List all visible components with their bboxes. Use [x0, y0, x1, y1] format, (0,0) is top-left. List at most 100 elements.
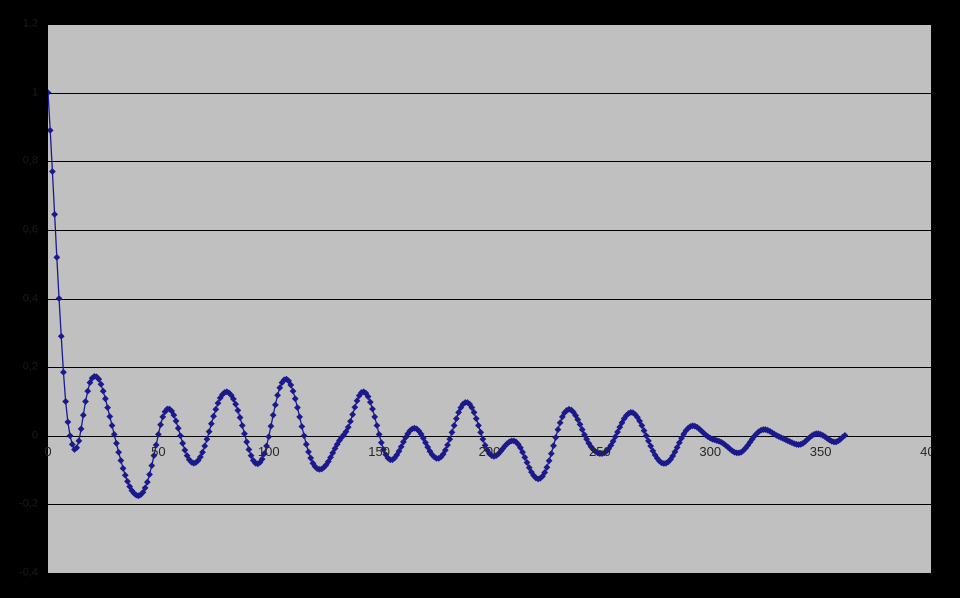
data-point-marker — [152, 441, 160, 449]
data-point-marker — [640, 427, 648, 434]
y-tick-label: -0,4 — [19, 566, 38, 579]
data-point-marker — [60, 368, 67, 376]
data-point-marker — [424, 443, 432, 451]
data-point-marker — [150, 452, 158, 460]
data-point-marker — [62, 398, 70, 405]
data-point-marker — [642, 432, 650, 440]
data-point-marker — [170, 411, 178, 419]
data-point-marker — [84, 387, 92, 395]
data-point-marker — [48, 126, 54, 134]
data-point-marker — [349, 411, 357, 418]
data-point-marker — [678, 434, 685, 442]
series-markers — [48, 89, 849, 500]
data-point-marker — [609, 437, 617, 445]
data-point-marker — [265, 433, 273, 441]
plot-svg — [48, 24, 931, 505]
data-point-marker — [446, 435, 454, 443]
data-point-marker — [177, 432, 184, 440]
data-point-marker — [452, 415, 460, 422]
data-point-marker — [638, 422, 646, 429]
data-point-marker — [183, 452, 191, 460]
data-point-marker — [263, 442, 270, 450]
data-point-marker — [307, 454, 315, 462]
data-point-marker — [607, 441, 615, 449]
data-point-marker — [450, 422, 458, 429]
data-point-marker — [519, 448, 527, 456]
data-point-marker — [576, 421, 584, 428]
data-point-marker — [148, 462, 156, 469]
data-point-marker — [649, 447, 657, 455]
data-point-marker — [366, 398, 374, 406]
data-point-marker — [300, 432, 308, 440]
data-point-marker — [523, 459, 531, 466]
data-point-marker — [139, 488, 147, 496]
y-tick-label: 1,2 — [22, 17, 38, 30]
data-point-marker — [645, 437, 652, 445]
data-point-marker — [55, 295, 63, 302]
data-point-marker — [556, 419, 564, 427]
data-point-marker — [371, 413, 379, 421]
data-point-marker — [550, 442, 557, 450]
data-point-marker — [448, 428, 456, 436]
data-point-marker — [82, 398, 89, 405]
data-point-marker — [110, 430, 118, 438]
data-point-marker — [475, 422, 482, 429]
data-point-marker — [611, 433, 619, 441]
data-point-marker — [298, 423, 306, 430]
data-point-marker — [97, 380, 105, 388]
data-point-marker — [525, 464, 533, 472]
data-point-marker — [159, 413, 167, 421]
data-point-marker — [113, 439, 120, 447]
data-point-marker — [395, 447, 403, 455]
data-point-marker — [48, 89, 52, 97]
data-point-marker — [146, 471, 153, 478]
data-point-marker — [214, 399, 222, 407]
data-point-marker — [141, 484, 149, 492]
data-point-marker — [258, 455, 266, 463]
data-point-marker — [64, 418, 72, 426]
data-point-marker — [172, 417, 180, 425]
y-tick-label: 0,8 — [22, 154, 38, 167]
data-point-marker — [647, 442, 655, 450]
data-point-marker — [417, 430, 425, 438]
y-tick-label: 0,4 — [22, 292, 38, 304]
data-point-marker — [57, 332, 65, 340]
data-point-marker — [583, 435, 591, 443]
data-point-marker — [289, 387, 297, 395]
data-point-marker — [673, 444, 681, 451]
y-axis-labels: 1,2 1 0,8 0,6 0,4 0,2 0 -0,2 -0,4 — [0, 0, 44, 598]
data-point-marker — [247, 452, 255, 460]
data-point-marker — [274, 391, 281, 399]
data-point-marker — [636, 417, 644, 425]
data-point-marker — [143, 478, 151, 486]
data-point-marker — [236, 414, 244, 421]
x-tick-label: 350 — [809, 443, 832, 459]
data-point-marker — [344, 423, 352, 431]
data-point-marker — [269, 411, 277, 419]
data-point-marker — [168, 407, 176, 415]
data-point-marker — [572, 412, 579, 419]
data-point-marker — [126, 483, 134, 490]
x-tick-label: 250 — [589, 443, 611, 459]
data-point-marker — [397, 443, 405, 451]
data-point-marker — [174, 424, 182, 432]
data-point-marker — [543, 463, 551, 471]
data-point-marker — [108, 422, 116, 429]
data-point-marker — [400, 438, 407, 446]
data-point-marker — [73, 444, 81, 452]
data-point-marker — [521, 453, 529, 461]
y-tick-label: 0,2 — [22, 360, 38, 373]
data-point-marker — [377, 439, 385, 447]
data-point-marker — [201, 442, 209, 450]
data-point-marker — [285, 377, 293, 385]
data-point-marker — [196, 453, 204, 461]
data-point-marker — [205, 428, 213, 436]
data-point-marker — [230, 395, 237, 403]
data-point-marker — [260, 450, 268, 457]
data-point-marker — [302, 440, 310, 448]
data-point-marker — [380, 446, 387, 453]
data-point-marker — [95, 375, 103, 383]
data-point-marker — [578, 426, 586, 433]
data-point-marker — [554, 426, 562, 433]
data-point-marker — [53, 253, 61, 261]
